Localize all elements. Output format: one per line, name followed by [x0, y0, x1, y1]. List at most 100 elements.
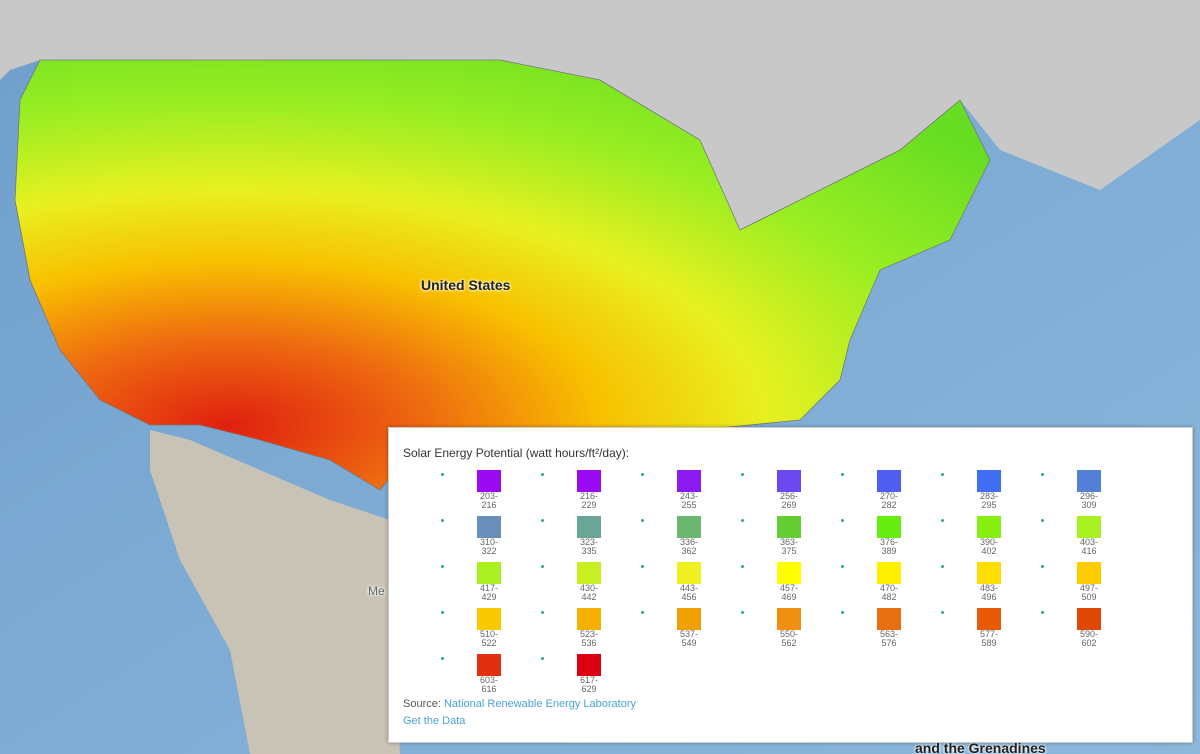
legend-item: 283-295: [903, 470, 1003, 516]
legend-dot: [1041, 473, 1044, 476]
legend-item: 510-522: [403, 608, 503, 654]
legend-item: 550-562: [703, 608, 803, 654]
legend-dot: [641, 565, 644, 568]
legend-range: 523-536: [579, 629, 598, 648]
legend-swatch: [677, 562, 701, 584]
legend-range: 376-389: [879, 537, 898, 556]
legend-swatch: [877, 470, 901, 492]
legend-range: 363-375: [779, 537, 798, 556]
legend-range: 537-549: [679, 629, 698, 648]
legend-swatch: [977, 470, 1001, 492]
legend-grid: 203-216 216-229 243-255 256-269 270-282 283-2…: [403, 470, 1103, 700]
legend-dot: [641, 519, 644, 522]
legend-dot: [441, 611, 444, 614]
legend-dot: [541, 519, 544, 522]
legend-item: 617-629: [503, 654, 603, 700]
legend-item: 310-322: [403, 516, 503, 562]
legend-dot: [641, 611, 644, 614]
legend-item: 577-589: [903, 608, 1003, 654]
legend-swatch: [777, 470, 801, 492]
get-data-link[interactable]: Get the Data: [403, 715, 466, 727]
legend-dot: [841, 565, 844, 568]
legend-item: 497-509: [1003, 562, 1103, 608]
legend-swatch: [1077, 608, 1101, 630]
legend-dot: [741, 611, 744, 614]
legend-title: Solar Energy Potential (watt hours/ft²/d…: [403, 446, 630, 460]
source-link[interactable]: National Renewable Energy Laboratory: [443, 698, 636, 710]
legend-dot: [741, 519, 744, 522]
legend-swatch: [477, 470, 501, 492]
legend-item: 457-469: [703, 562, 803, 608]
legend-item: 470-482: [803, 562, 903, 608]
legend-item: 296-309: [1003, 470, 1103, 516]
legend-swatch: [777, 516, 801, 538]
legend-swatch: [677, 516, 701, 538]
legend-dot: [1041, 519, 1044, 522]
legend-range: 403-416: [1079, 537, 1098, 556]
legend-swatch: [877, 516, 901, 538]
legend-item: 243-255: [603, 470, 703, 516]
legend-range: 296-309: [1079, 491, 1098, 510]
legend-range: 577-589: [979, 629, 998, 648]
legend-swatch: [577, 562, 601, 584]
legend-swatch: [777, 608, 801, 630]
legend-range: 470-482: [879, 583, 898, 602]
legend-range: 603-616: [479, 675, 498, 694]
legend-range: 283-295: [979, 491, 998, 510]
canada: [0, 0, 1200, 230]
legend-swatch: [1077, 470, 1101, 492]
legend-swatch: [677, 470, 701, 492]
legend-swatch: [577, 608, 601, 630]
legend-range: 203-216: [479, 491, 498, 510]
legend-range: 590-602: [1079, 629, 1098, 648]
legend-dot: [541, 565, 544, 568]
country-label: Me: [368, 584, 385, 598]
legend-swatch: [877, 608, 901, 630]
legend-range: 336-362: [679, 537, 698, 556]
legend: Solar Energy Potential (watt hours/ft²/d…: [388, 427, 1193, 743]
legend-swatch: [977, 562, 1001, 584]
legend-swatch: [477, 562, 501, 584]
legend-item: 483-496: [903, 562, 1003, 608]
legend-dot: [741, 565, 744, 568]
legend-dot: [941, 611, 944, 614]
legend-item: 590-602: [1003, 608, 1103, 654]
legend-dot: [541, 611, 544, 614]
legend-item: 363-375: [703, 516, 803, 562]
legend-swatch: [577, 516, 601, 538]
legend-dot: [441, 519, 444, 522]
legend-item: 376-389: [803, 516, 903, 562]
legend-range: 563-576: [879, 629, 898, 648]
legend-range: 243-255: [679, 491, 698, 510]
legend-range: 510-522: [479, 629, 498, 648]
legend-swatch: [477, 608, 501, 630]
source-label: Source:: [403, 698, 441, 710]
mexico: [150, 430, 400, 754]
legend-item: 256-269: [703, 470, 803, 516]
legend-dot: [841, 473, 844, 476]
legend-swatch: [677, 608, 701, 630]
legend-dot: [441, 565, 444, 568]
legend-dot: [641, 473, 644, 476]
legend-item: 323-335: [503, 516, 603, 562]
legend-range: 270-282: [879, 491, 898, 510]
legend-swatch: [877, 562, 901, 584]
legend-dot: [441, 473, 444, 476]
source: Source: National Renewable Energy Labora…: [403, 698, 636, 710]
legend-range: 430-442: [579, 583, 598, 602]
legend-range: 256-269: [779, 491, 798, 510]
legend-swatch: [577, 470, 601, 492]
legend-swatch: [477, 654, 501, 676]
legend-dot: [541, 473, 544, 476]
legend-range: 457-469: [779, 583, 798, 602]
legend-item: 203-216: [403, 470, 503, 516]
legend-item: 430-442: [503, 562, 603, 608]
legend-dot: [941, 519, 944, 522]
legend-swatch: [1077, 562, 1101, 584]
legend-dot: [941, 565, 944, 568]
legend-item: 563-576: [803, 608, 903, 654]
legend-range: 390-402: [979, 537, 998, 556]
legend-item: 336-362: [603, 516, 703, 562]
legend-item: 443-456: [603, 562, 703, 608]
